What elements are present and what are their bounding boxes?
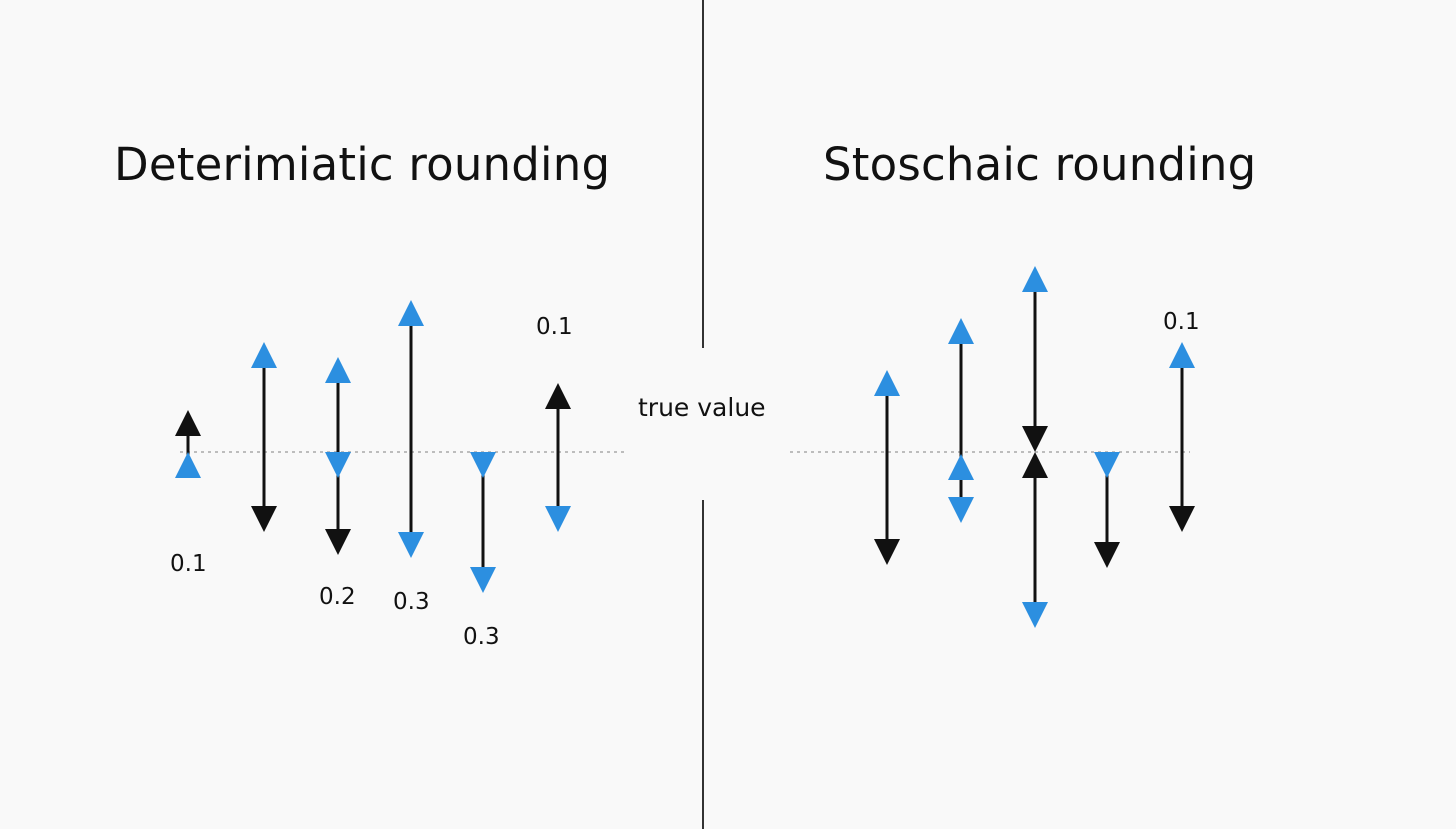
- det-label-5: 0.1: [536, 314, 573, 340]
- det-head-blue-down: [325, 452, 351, 478]
- title-stochastic: Stoschaic rounding: [823, 138, 1257, 191]
- det-label-2: 0.2: [319, 584, 356, 610]
- sto-head-blue-down: [1094, 452, 1120, 478]
- sto-arrow-6-up-head: [1169, 342, 1195, 368]
- det-arrow-2-down-head: [251, 506, 277, 532]
- sto-arrow-3-down-head: [1022, 426, 1048, 452]
- det-label-3: 0.3: [393, 589, 430, 615]
- det-arrow-6-up-head: [545, 383, 571, 409]
- sto-arrow-4-down-head: [1022, 602, 1048, 628]
- arrow-group: [175, 266, 1195, 628]
- det-arrow-3-up-head: [325, 357, 351, 383]
- det-arrow-2-up-head: [251, 342, 277, 368]
- true-value-label: true value: [638, 393, 766, 422]
- det-head-blue-down-2: [470, 452, 496, 478]
- det-arrow-4-up-head: [398, 300, 424, 326]
- sto-arrow-3-up-head: [1022, 266, 1048, 292]
- sto-arrow-2-down-head: [948, 497, 974, 523]
- sto-arrow-1-up-head: [874, 370, 900, 396]
- det-arrow-6-down-head: [545, 506, 571, 532]
- det-label-1: 0.1: [170, 551, 207, 577]
- det-arrow-5-down-head: [470, 567, 496, 593]
- sto-label-1: 0.1: [1163, 309, 1200, 335]
- sto-arrow-2-up-head: [948, 318, 974, 344]
- det-label-4: 0.3: [463, 624, 500, 650]
- det-head-blue-up: [175, 452, 201, 478]
- det-arrow-4-down-head: [398, 532, 424, 558]
- det-arrow-1-up-head: [175, 410, 201, 436]
- det-arrow-3-down-head: [325, 529, 351, 555]
- sto-arrow-6-down-head: [1169, 506, 1195, 532]
- sto-head-blue-up: [948, 454, 974, 480]
- sto-arrow-1-down-head: [874, 539, 900, 565]
- sto-arrow-4-up-head: [1022, 452, 1048, 478]
- sto-arrow-5-down-head: [1094, 542, 1120, 568]
- title-deterministic: Deterimiatic rounding: [114, 138, 611, 191]
